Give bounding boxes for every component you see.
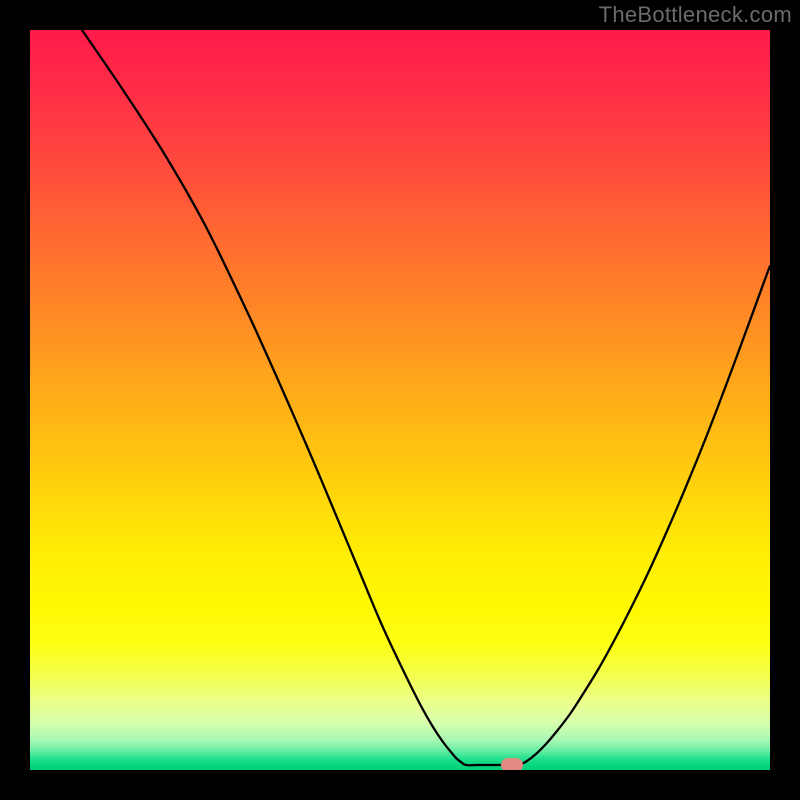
bottleneck-curve: [82, 30, 770, 765]
curve-svg: [30, 30, 770, 770]
plot-area: [30, 30, 770, 770]
watermark-text: TheBottleneck.com: [599, 2, 792, 28]
optimal-point-marker: [501, 758, 523, 770]
